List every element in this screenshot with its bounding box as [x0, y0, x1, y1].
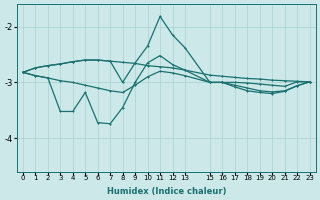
X-axis label: Humidex (Indice chaleur): Humidex (Indice chaleur)	[107, 187, 226, 196]
